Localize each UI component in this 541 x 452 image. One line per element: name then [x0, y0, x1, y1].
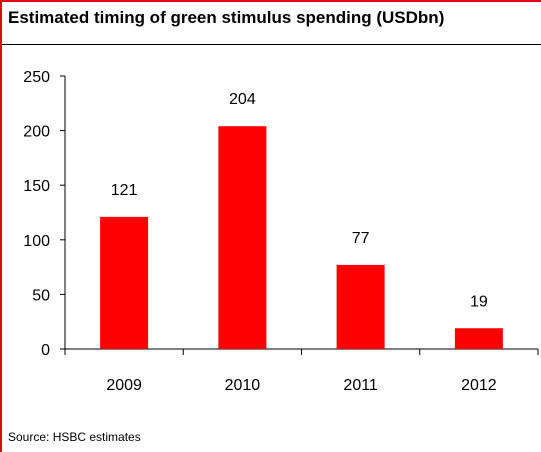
bar-2012	[454, 328, 503, 349]
data-label: 77	[352, 230, 370, 247]
bar-2011	[336, 264, 385, 349]
data-label: 19	[470, 293, 488, 310]
x-tick-label: 2011	[343, 377, 378, 394]
y-tick-label: 200	[23, 124, 50, 141]
data-label: 204	[229, 91, 256, 108]
data-label: 121	[111, 182, 138, 199]
x-tick-label: 2012	[461, 377, 497, 394]
y-tick-label: 250	[23, 69, 50, 86]
chart-title: Estimated timing of green stimulus spend…	[8, 8, 445, 27]
left-accent-bar	[0, 0, 2, 452]
x-tick-label: 2010	[225, 377, 261, 394]
y-tick-label: 0	[41, 342, 50, 359]
bar-2009	[100, 216, 149, 349]
y-tick-label: 150	[23, 178, 50, 195]
title-divider	[2, 44, 541, 45]
y-tick-label: 100	[23, 233, 50, 250]
bar-2010	[218, 126, 267, 350]
top-accent-bar	[0, 0, 541, 2]
y-tick-label: 50	[32, 287, 50, 304]
source-note: Source: HSBC estimates	[8, 430, 141, 444]
x-tick-label: 2009	[106, 377, 142, 394]
